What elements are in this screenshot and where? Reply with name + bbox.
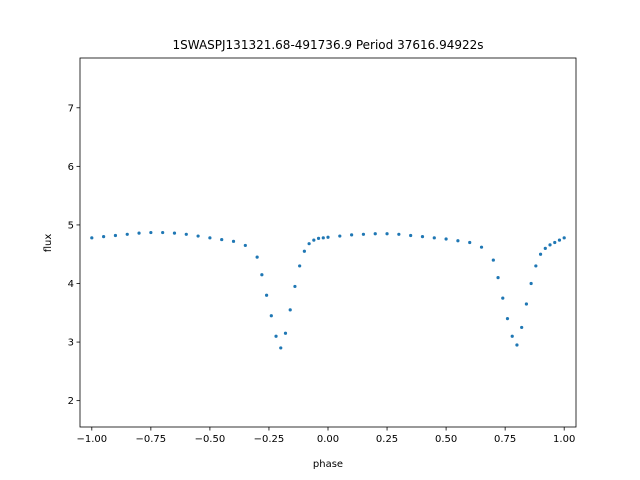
data-point — [312, 238, 316, 242]
data-point — [397, 232, 401, 236]
data-point — [137, 231, 141, 235]
data-point — [350, 233, 354, 237]
data-point — [302, 249, 306, 253]
y-axis-label: flux — [43, 234, 54, 253]
data-point — [208, 236, 212, 240]
data-point — [243, 243, 247, 248]
y-tick-label: 3 — [68, 338, 74, 349]
y-axis: 2 3 4 5 6 7 — [68, 103, 80, 407]
data-point — [255, 255, 259, 259]
x-tick-label: −0.75 — [136, 434, 167, 445]
data-point — [496, 276, 500, 280]
y-tick-label: 2 — [68, 396, 74, 407]
data-point — [505, 317, 510, 321]
data-point — [321, 236, 325, 240]
data-point — [274, 334, 278, 338]
data-point — [264, 293, 269, 297]
data-point — [491, 258, 495, 262]
data-point — [432, 236, 436, 240]
x-tick-label: −0.50 — [195, 434, 226, 445]
data-point — [479, 245, 484, 249]
y-tick-label: 7 — [68, 103, 74, 114]
data-point — [102, 235, 106, 239]
data-point — [260, 273, 264, 277]
data-point — [510, 334, 514, 338]
data-point — [172, 231, 177, 235]
data-point — [444, 237, 448, 241]
data-point — [125, 232, 129, 236]
data-point — [184, 232, 188, 236]
x-axis-label: phase — [313, 459, 343, 470]
data-point — [520, 325, 524, 330]
data-point — [288, 308, 292, 312]
data-point — [548, 243, 552, 247]
data-point — [553, 240, 557, 245]
data-point — [326, 235, 330, 239]
data-point — [501, 296, 505, 300]
data-point — [456, 239, 460, 243]
data-point — [373, 232, 377, 236]
data-point — [231, 239, 236, 243]
data-point — [385, 232, 389, 236]
x-tick-label: 0.25 — [376, 434, 398, 445]
data-point — [361, 232, 366, 236]
data-point — [534, 264, 538, 268]
chart-title: 1SWASPJ131321.68-491736.9 Period 37616.9… — [172, 38, 483, 52]
data-point — [524, 302, 529, 306]
x-axis: −1.00 −0.75 −0.50 −0.25 0.00 0.25 0.50 0.75 1.00 — [76, 427, 575, 445]
data-point — [316, 236, 321, 240]
x-tick-label: 0.50 — [435, 434, 457, 445]
x-tick-label: 0.75 — [494, 434, 516, 445]
data-point — [149, 230, 153, 235]
x-tick-label: 0.00 — [317, 434, 339, 445]
data-point — [409, 233, 413, 238]
data-point — [298, 264, 302, 268]
data-point — [113, 233, 118, 238]
data-points — [90, 230, 566, 350]
data-point — [293, 284, 297, 289]
data-point — [269, 314, 273, 318]
data-point — [161, 230, 165, 235]
y-tick-label: 4 — [68, 279, 74, 290]
x-tick-label: 1.00 — [553, 434, 575, 445]
data-point — [90, 236, 94, 240]
data-point — [529, 281, 533, 286]
y-tick-label: 5 — [68, 220, 74, 231]
data-point — [543, 246, 547, 250]
data-point — [220, 237, 224, 242]
x-tick-label: −1.00 — [76, 434, 107, 445]
data-point — [196, 234, 200, 238]
data-point — [307, 242, 311, 246]
x-tick-label: −0.25 — [254, 434, 285, 445]
data-point — [468, 240, 472, 245]
data-point — [562, 236, 566, 240]
data-point — [283, 331, 288, 335]
data-point — [538, 252, 543, 256]
data-point — [420, 235, 425, 239]
data-point — [515, 343, 519, 347]
data-point — [338, 234, 342, 238]
data-point — [557, 238, 562, 242]
data-point — [279, 346, 283, 350]
y-tick-label: 6 — [68, 162, 74, 173]
